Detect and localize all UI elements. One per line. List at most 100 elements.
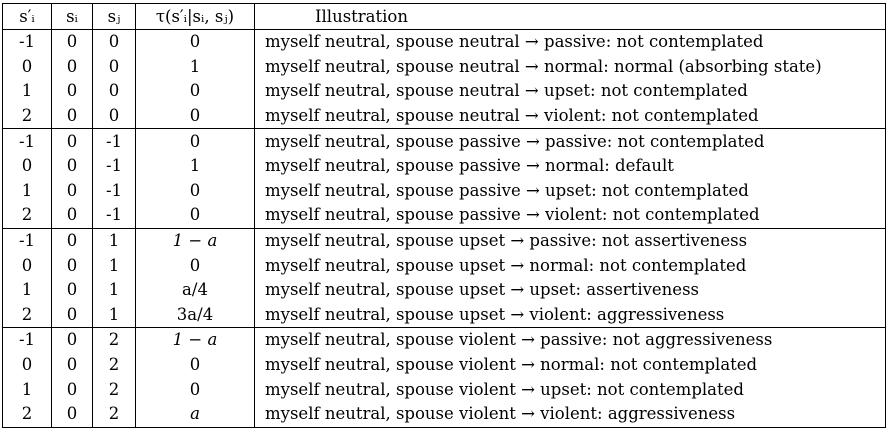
table-row: 2 0 -1 0 myself neutral, spouse passive …: [2, 203, 886, 229]
cell-s-i: 0: [51, 153, 93, 179]
cell-s-j: -1: [92, 128, 136, 154]
header-illustration: Illustration: [254, 3, 886, 30]
table-row: 0 0 -1 1 myself neutral, spouse passive …: [2, 153, 886, 179]
cell-illustration: myself neutral, spouse neutral → upset: …: [254, 79, 886, 104]
cell-s-j: 0: [92, 103, 136, 129]
cell-s-prime-i: 1: [2, 277, 52, 303]
cell-tau: 0: [135, 79, 255, 104]
cell-tau: 0: [135, 128, 255, 154]
cell-illustration: myself neutral, spouse neutral → violent…: [254, 103, 886, 129]
cell-s-j: 2: [92, 327, 136, 353]
cell-s-i: 0: [51, 28, 93, 55]
cell-s-j: -1: [92, 178, 136, 204]
cell-illustration: myself neutral, spouse passive → passive…: [254, 128, 886, 154]
cell-s-prime-i: 0: [2, 153, 52, 179]
cell-s-j: 0: [92, 28, 136, 55]
table-row: 1 0 -1 0 myself neutral, spouse passive …: [2, 178, 886, 204]
header-s-prime-i: s′ᵢ: [2, 3, 52, 30]
cell-s-i: 0: [51, 401, 93, 428]
table-row: 2 0 2 a myself neutral, spouse violent →…: [2, 401, 886, 428]
cell-s-j: 1: [92, 277, 136, 303]
cell-s-j: -1: [92, 153, 136, 179]
cell-s-i: 0: [51, 54, 93, 80]
cell-tau: 0: [135, 253, 255, 278]
table-row: 1 0 2 0 myself neutral, spouse violent →…: [2, 377, 886, 402]
cell-s-prime-i: 0: [2, 253, 52, 278]
cell-s-prime-i: 1: [2, 178, 52, 204]
cell-s-prime-i: 2: [2, 203, 52, 229]
cell-illustration: myself neutral, spouse passive → normal:…: [254, 153, 886, 179]
cell-tau: 0: [135, 103, 255, 129]
cell-s-i: 0: [51, 277, 93, 303]
table-row: -1 0 0 0 myself neutral, spouse neutral …: [2, 28, 886, 55]
cell-illustration: myself neutral, spouse violent → upset: …: [254, 377, 886, 402]
cell-s-j: 2: [92, 377, 136, 402]
cell-illustration: myself neutral, spouse upset → normal: n…: [254, 253, 886, 278]
cell-s-prime-i: 0: [2, 352, 52, 378]
cell-s-prime-i: -1: [2, 28, 52, 55]
cell-tau: 1: [135, 153, 255, 179]
cell-illustration: myself neutral, spouse violent → passive…: [254, 327, 886, 353]
cell-s-prime-i: 2: [2, 103, 52, 129]
cell-tau: 1 − a: [135, 327, 255, 353]
table-row: 1 0 1 a/4 myself neutral, spouse upset →…: [2, 277, 886, 303]
cell-tau: 0: [135, 203, 255, 229]
cell-s-i: 0: [51, 302, 93, 328]
cell-s-prime-i: -1: [2, 227, 52, 254]
cell-s-prime-i: 2: [2, 302, 52, 328]
cell-s-i: 0: [51, 79, 93, 104]
cell-s-j: -1: [92, 203, 136, 229]
cell-s-prime-i: 1: [2, 377, 52, 402]
cell-s-j: 0: [92, 54, 136, 80]
header-row: s′ᵢ sᵢ sⱼ τ(s′ᵢ|sᵢ, sⱼ) Illustration: [2, 3, 886, 30]
cell-illustration: myself neutral, spouse neutral → passive…: [254, 28, 886, 55]
cell-s-i: 0: [51, 203, 93, 229]
cell-s-i: 0: [51, 377, 93, 402]
cell-illustration: myself neutral, spouse upset → violent: …: [254, 302, 886, 328]
cell-s-i: 0: [51, 352, 93, 378]
cell-s-j: 2: [92, 401, 136, 428]
cell-s-i: 0: [51, 227, 93, 254]
cell-s-j: 2: [92, 352, 136, 378]
table-row: -1 0 1 1 − a myself neutral, spouse upse…: [2, 227, 886, 254]
cell-s-prime-i: -1: [2, 327, 52, 353]
header-tau: τ(s′ᵢ|sᵢ, sⱼ): [135, 3, 255, 30]
transition-table: s′ᵢ sᵢ sⱼ τ(s′ᵢ|sᵢ, sⱼ) Illustration -1 …: [2, 3, 886, 428]
cell-s-j: 1: [92, 253, 136, 278]
cell-tau: 1 − a: [135, 227, 255, 254]
table-row: 0 0 1 0 myself neutral, spouse upset → n…: [2, 253, 886, 278]
cell-s-i: 0: [51, 128, 93, 154]
cell-illustration: myself neutral, spouse passive → upset: …: [254, 178, 886, 204]
cell-tau: 0: [135, 377, 255, 402]
cell-tau: 0: [135, 28, 255, 55]
table-row: 0 0 0 1 myself neutral, spouse neutral →…: [2, 54, 886, 80]
cell-s-i: 0: [51, 178, 93, 204]
table-row: -1 0 2 1 − a myself neutral, spouse viol…: [2, 327, 886, 353]
cell-s-i: 0: [51, 103, 93, 129]
cell-s-prime-i: -1: [2, 128, 52, 154]
cell-illustration: myself neutral, spouse upset → passive: …: [254, 227, 886, 254]
cell-tau: 1: [135, 54, 255, 80]
cell-tau: a/4: [135, 277, 255, 303]
cell-illustration: myself neutral, spouse violent → violent…: [254, 401, 886, 428]
cell-s-j: 0: [92, 79, 136, 104]
cell-s-prime-i: 2: [2, 401, 52, 428]
cell-illustration: myself neutral, spouse passive → violent…: [254, 203, 886, 229]
table-row: 2 0 1 3a/4 myself neutral, spouse upset …: [2, 302, 886, 328]
header-s-j: sⱼ: [92, 3, 136, 30]
cell-s-j: 1: [92, 302, 136, 328]
table-row: 1 0 0 0 myself neutral, spouse neutral →…: [2, 79, 886, 104]
cell-s-prime-i: 0: [2, 54, 52, 80]
table-row: 2 0 0 0 myself neutral, spouse neutral →…: [2, 103, 886, 129]
cell-tau: 0: [135, 178, 255, 204]
cell-s-prime-i: 1: [2, 79, 52, 104]
cell-illustration: myself neutral, spouse neutral → normal:…: [254, 54, 886, 80]
table-row: -1 0 -1 0 myself neutral, spouse passive…: [2, 128, 886, 154]
cell-illustration: myself neutral, spouse upset → upset: as…: [254, 277, 886, 303]
header-s-i: sᵢ: [51, 3, 93, 30]
cell-tau: 3a/4: [135, 302, 255, 328]
cell-illustration: myself neutral, spouse violent → normal:…: [254, 352, 886, 378]
table-row: 0 0 2 0 myself neutral, spouse violent →…: [2, 352, 886, 378]
cell-s-i: 0: [51, 253, 93, 278]
cell-s-j: 1: [92, 227, 136, 254]
